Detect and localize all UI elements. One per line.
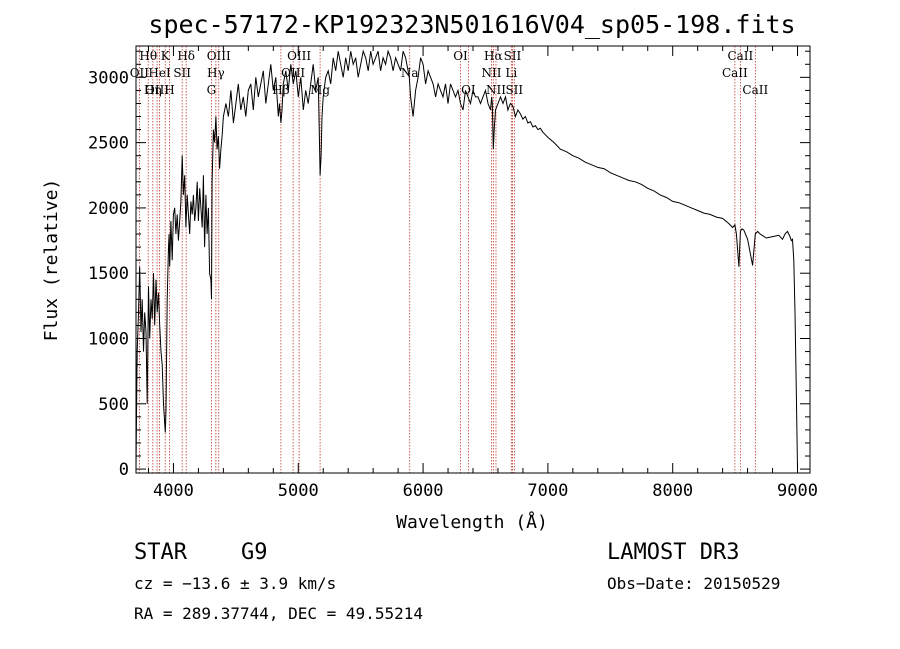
sky-coordinates: RA = 289.37744, DEC = 49.55214: [134, 604, 423, 623]
spectral-line-label: Hη: [144, 83, 162, 97]
observation-date: Obs−Date: 20150529: [607, 574, 781, 593]
x-tick-label: 7000: [527, 481, 568, 501]
survey-name: LAMOST DR3: [607, 540, 740, 565]
spectral-line-label: NII: [481, 66, 501, 80]
spectral-line-label: Hδ: [177, 49, 195, 63]
spectral-line-label: CaII: [722, 66, 748, 80]
spectral-line-label: OIII: [281, 66, 305, 80]
spectral-line-label: OIII: [207, 49, 231, 63]
spectral-line-markers: [138, 46, 756, 473]
y-tick-label: 500: [98, 395, 129, 415]
x-tick-label: 8000: [652, 481, 693, 501]
spectral-line-label: CaII: [742, 83, 768, 97]
x-tick-label: 6000: [403, 481, 444, 501]
y-tick-label: 2000: [88, 199, 129, 219]
spectral-line-label: OII: [130, 66, 150, 80]
spectral-line-label: G: [207, 83, 217, 97]
y-axis-label: Flux (relative): [41, 179, 62, 342]
spectral-line-label: Mg: [310, 83, 330, 97]
y-tick-label: 3000: [88, 68, 129, 88]
spectral-line-label: Hβ: [272, 83, 289, 97]
spectral-line-label: HeI: [148, 66, 171, 80]
object-class: STAR: [134, 540, 187, 565]
x-axis-label: Wavelength (Å): [396, 511, 548, 533]
y-tick-label: 2500: [88, 134, 129, 154]
object-subclass: G9: [241, 540, 268, 565]
y-tick-label: 1500: [88, 264, 129, 284]
spectral-line-label: K: [161, 49, 171, 63]
spectral-line-label: OI: [461, 83, 476, 97]
x-tick-label: 9000: [777, 481, 818, 501]
spectral-line-label: Hα: [484, 49, 503, 63]
spectral-line-label: OIII: [287, 49, 311, 63]
spectral-line-label: H: [164, 83, 174, 97]
spectral-line-label: SII: [505, 83, 523, 97]
x-tick-label: 5000: [278, 481, 319, 501]
x-axis: 4000 5000 6000 7000 8000 9000: [147, 46, 818, 501]
spectral-line-label: SII: [504, 49, 522, 63]
spectrum-series-line: [135, 49, 798, 470]
spectral-line-label: OI: [453, 49, 468, 63]
spectral-line-label: NII: [486, 83, 506, 97]
y-axis: 0 500 1000 1500 2000 2500 3000: [88, 50, 810, 480]
chart-title: spec-57172-KP192323N501616V04_sp05-198.f…: [148, 10, 795, 39]
plot-frame: [135, 45, 811, 474]
y-tick-label: 1000: [88, 330, 129, 350]
spectral-line-label: CaII: [727, 49, 753, 63]
spectral-line-label: Li: [505, 66, 517, 80]
spectral-line-label: Hθ: [139, 49, 157, 63]
spectral-line-label: OIII: [145, 83, 169, 97]
y-tick-label: 0: [119, 460, 129, 480]
x-tick-label: 4000: [153, 481, 194, 501]
spectral-line-label: SII: [173, 66, 191, 80]
redshift-value: cz = −13.6 ± 3.9 km/s: [134, 574, 337, 593]
spectral-line-label: Na: [401, 66, 419, 80]
spectral-line-label: Hγ: [207, 66, 225, 80]
